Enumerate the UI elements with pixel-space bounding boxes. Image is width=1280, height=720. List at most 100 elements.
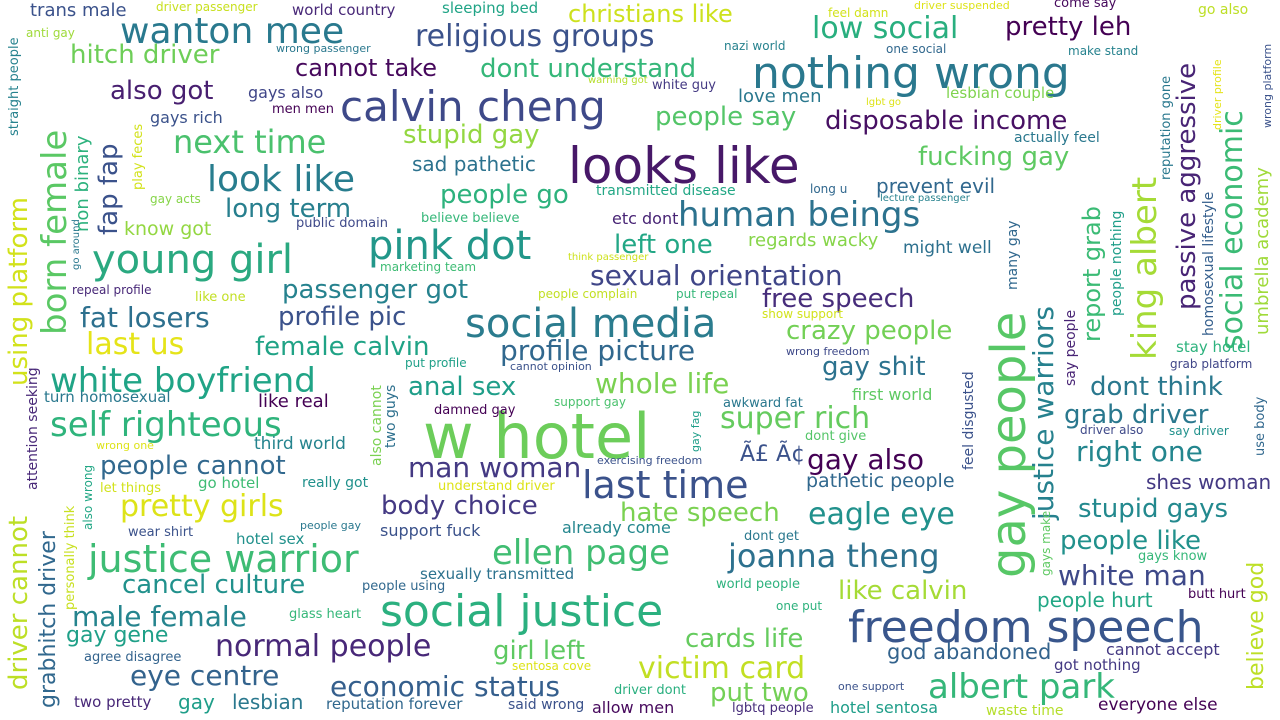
word: reputation gone (1159, 75, 1174, 180)
word: using platform (4, 197, 34, 386)
word: pathetic people (806, 470, 955, 492)
word: gay gene (66, 623, 169, 648)
word: dont get (744, 529, 800, 544)
word: sexually transmitted (420, 565, 575, 583)
word: love men (738, 86, 822, 107)
word: Ã£ Ã¢ (740, 442, 806, 467)
word: hotel sex (236, 530, 305, 548)
word: self righteous (50, 405, 282, 445)
word: last us (86, 327, 185, 362)
word: exercising freedom (597, 454, 703, 467)
word: gay also (807, 443, 925, 476)
word: driver dont (614, 683, 686, 698)
word: sleeping bed (442, 0, 539, 17)
word: use body (1253, 396, 1268, 456)
word: let things (100, 481, 162, 496)
word: cannot accept (1106, 640, 1220, 659)
word: lgbt go (866, 97, 902, 108)
word: girl left (493, 636, 586, 666)
word: support gay (554, 395, 626, 409)
word: sexual orientation (590, 259, 843, 292)
word: nothing wrong (752, 48, 1070, 99)
word: king albert (1125, 176, 1165, 360)
word: white guy (652, 78, 716, 93)
word: man woman (408, 451, 582, 484)
word: straight people (7, 37, 22, 136)
word: male female (72, 600, 247, 633)
word: gay people (981, 311, 1037, 578)
word: believe believe (421, 211, 520, 226)
word: homosexual lifestyle (1201, 191, 1217, 336)
word: driver also (1080, 423, 1144, 437)
word: gay fag (689, 410, 702, 452)
word: ellen page (492, 533, 671, 573)
word: turn homosexual (44, 388, 171, 406)
word: got nothing (1054, 656, 1141, 674)
word: cannot take (295, 54, 437, 82)
word: etc dont (612, 209, 679, 228)
word: dont understand (480, 54, 697, 84)
word: cancel culture (122, 570, 306, 600)
word: profile picture (500, 334, 696, 367)
word: put repeal (676, 287, 738, 301)
word: attention seeking (25, 367, 41, 490)
word: umbrella academy (1252, 167, 1273, 335)
word: next time (173, 123, 327, 161)
word: people using (362, 579, 446, 594)
word: butt hurt (1188, 587, 1246, 602)
word: free speech (762, 284, 915, 314)
word: go around (71, 219, 82, 270)
word: anti gay (26, 26, 75, 40)
word: low social (812, 11, 959, 46)
word: normal people (215, 629, 432, 664)
word: hitch driver (70, 40, 220, 70)
word: w hotel (423, 400, 651, 473)
word: disposable income (825, 106, 1068, 136)
word: pretty girls (120, 489, 284, 524)
word: go also (1198, 2, 1249, 18)
word: super rich (720, 401, 871, 436)
word: victim card (638, 651, 806, 686)
word: two guys (383, 384, 399, 448)
word: really got (302, 475, 369, 491)
word: also cannot (369, 385, 385, 466)
word: social economic (1215, 110, 1250, 350)
word: young girl (92, 237, 294, 283)
word: christians like (568, 0, 733, 28)
word: many gay (1005, 220, 1021, 290)
word: grab platform (1170, 357, 1253, 371)
word: lgbtq people (732, 701, 814, 716)
word: profile pic (278, 302, 407, 332)
word: people complain (538, 287, 638, 301)
word: fap fap (94, 143, 124, 235)
word: fat losers (80, 301, 210, 334)
word: looks like (568, 137, 800, 195)
word: first world (852, 385, 933, 404)
word: albert park (928, 667, 1115, 707)
word: right one (1076, 435, 1203, 468)
word: anal sex (408, 372, 517, 402)
word: people hurt (1037, 588, 1153, 612)
word: calvin cheng (340, 82, 606, 131)
word: make stand (1068, 44, 1139, 58)
word: glass heart (289, 607, 362, 622)
word: gays also (248, 83, 324, 102)
word: know got (124, 218, 212, 240)
word: men men (272, 102, 334, 117)
word: passenger got (282, 275, 469, 305)
word: world people (716, 577, 800, 592)
word: two pretty (74, 693, 152, 711)
word: pink dot (368, 223, 532, 269)
word: people like (1060, 526, 1201, 556)
word: actually feel (1014, 130, 1100, 146)
word: prevent evil (876, 174, 996, 198)
word: show support (762, 307, 843, 321)
word: joanna theng (728, 537, 940, 575)
word: driver cannot (4, 515, 34, 690)
word: agree disagree (84, 650, 182, 665)
word: go hotel (198, 474, 260, 492)
word: stay hotel (1176, 338, 1251, 356)
word: economic status (330, 670, 561, 703)
word: gays rich (150, 108, 223, 127)
word: also got (110, 76, 214, 106)
